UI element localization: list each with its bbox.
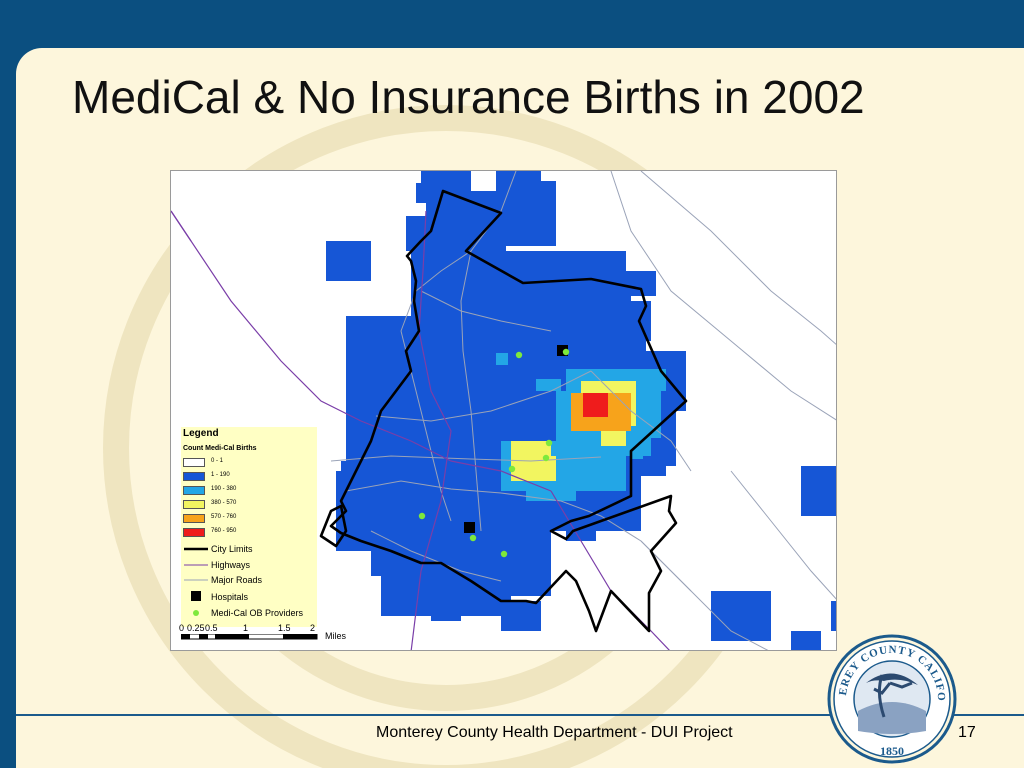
legend-class-row: 0 - 1 [181,457,317,469]
major-road [590,370,692,472]
city-limits-annex [319,504,348,548]
density-cell [566,251,586,266]
density-cell [536,379,561,391]
scale-tick-label: 2 [310,623,316,633]
major-road [345,480,502,494]
legend-swatch [183,486,205,495]
density-cell [501,601,541,631]
density-cell [631,451,643,459]
scale-bar: 0 0.25 0.5 1 1.5 2 Miles [179,623,346,649]
legend-class-row: 570 - 760 [181,513,317,525]
providers-layer [418,348,570,558]
highway [171,210,192,242]
hospitals-layer [464,345,568,533]
highway [171,210,552,492]
map-frame: Legend Count Medi-Cal Births 0 - 1 1 - 1… [170,170,837,651]
provider-marker[interactable] [469,534,477,542]
city-limits-boundary [329,189,688,633]
legend-class-label: 190 - 380 [211,486,237,492]
major-road [375,370,592,422]
density-cell [496,171,541,183]
major-road [330,455,602,462]
provider-marker[interactable] [508,465,516,473]
major-road [370,530,502,582]
provider-marker[interactable] [418,512,426,520]
legend-class-row: 380 - 570 [181,499,317,511]
density-grid-layer [326,171,836,650]
provider-marker[interactable] [500,550,508,558]
legend-class-label: 1 - 190 [211,472,230,478]
density-cell [406,216,506,251]
density-cell [791,631,821,650]
provider-marker[interactable] [562,348,570,356]
legend-swatch [183,458,205,467]
legend-class-label: 0 - 1 [211,458,224,464]
scale-tick-label: 0.25 [187,623,205,633]
legend-title: Legend [183,428,219,439]
legend-swatch [183,514,205,523]
scale-tick-label: 1.5 [278,623,291,633]
footer-divider [16,714,1024,716]
density-cell [431,591,461,621]
legend-class-label: 380 - 570 [211,500,237,506]
county-seal-logo: MONTEREY COUNTY CALIFORNIA 1850 [826,633,957,764]
legend-symbol-label: Hospitals [211,592,249,602]
density-cell [801,466,836,516]
legend-class-label: 570 - 760 [211,514,237,520]
scale-tick-label: 0.5 [205,623,218,633]
map-legend: Legend Count Medi-Cal Births 0 - 1 1 - 1… [181,427,317,627]
city-limits-layer [319,189,688,633]
density-cell [583,393,608,417]
hospital-icon [191,591,201,601]
density-cell [831,601,836,631]
provider-marker[interactable] [542,454,550,462]
provider-marker[interactable] [515,351,523,359]
legend-symbol-label: City Limits [211,544,253,554]
footer-text: Monterey County Health Department - DUI … [376,724,733,741]
legend-symbol-label: Medi-Cal OB Providers [211,608,304,618]
hospital-marker[interactable] [557,345,568,356]
slide-title: MediCal & No Insurance Births in 2002 [72,71,865,123]
provider-marker[interactable] [545,439,553,447]
density-cell [541,189,556,229]
scale-bar-graphic [181,634,318,640]
legend-class-row: 760 - 950 [181,527,317,539]
density-cell [711,591,771,641]
scale-tick-label: 1 [243,623,249,633]
density-cell [336,251,371,279]
legend-subtitle: Count Medi-Cal Births [183,445,257,452]
legend-symbol-label: Highways [211,560,251,570]
density-cell [526,487,576,501]
legend-class-row: 190 - 380 [181,485,317,497]
legend-symbol-label: Major Roads [211,575,263,585]
page-number: 17 [958,724,976,741]
provider-dot-icon [193,610,199,616]
legend-class-row: 1 - 190 [181,471,317,483]
scale-tick-label: 0 [179,623,185,633]
major-road [420,290,552,332]
major-road [730,470,836,600]
major-road [640,171,836,345]
major-road [640,540,769,650]
legend-swatch [183,472,205,481]
seal-year: 1850 [880,744,904,758]
highway [410,210,452,650]
legend-symbols-icons [184,547,208,616]
density-cell [631,271,656,296]
legend-swatch [183,500,205,509]
density-cell [346,316,406,376]
density-cell [381,571,406,601]
density-cell [536,456,556,481]
density-cell [471,566,551,596]
legend-swatch [183,528,205,537]
scale-units-label: Miles [325,631,347,641]
hospital-marker[interactable] [464,522,475,533]
density-cell [496,353,508,365]
major-road [460,250,482,532]
legend-class-label: 760 - 950 [211,528,237,534]
major-road [610,171,836,421]
birth-density-map [171,171,836,650]
